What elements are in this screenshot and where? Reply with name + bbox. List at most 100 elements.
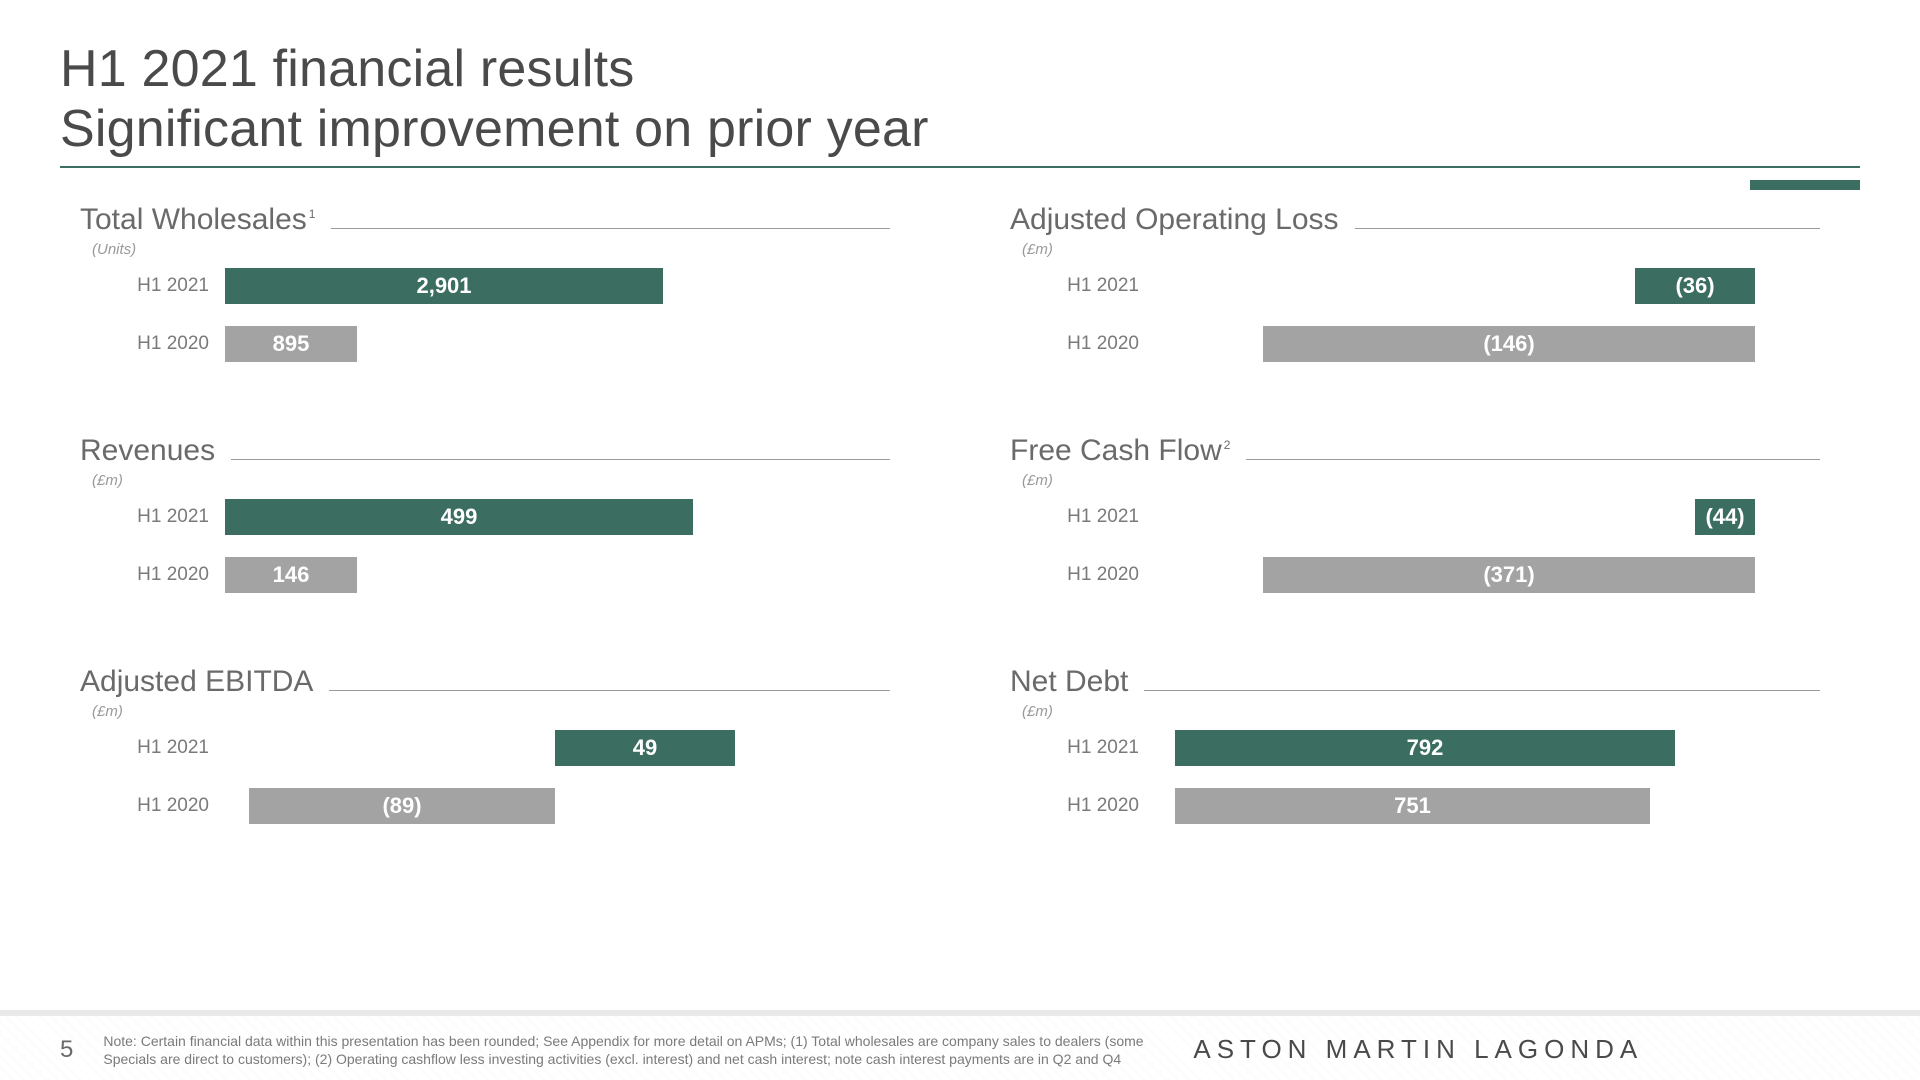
panel-unit: (£m) [1022, 241, 1820, 258]
bar-row: H1 2021 792 [1010, 730, 1820, 766]
bar-value: (146) [1483, 331, 1534, 357]
charts-grid: Total Wholesales1(Units)H1 20212,901H1 2… [60, 188, 1860, 846]
panel-header-rule [329, 690, 890, 691]
panel-header-rule [331, 228, 890, 229]
bar-fill: (44) [1695, 499, 1755, 535]
bar-period-label: H1 2020 [80, 564, 225, 586]
title-underline [60, 166, 1860, 168]
bar-track: 792 [1175, 730, 1675, 766]
panel-title: Adjusted EBITDA [80, 665, 313, 699]
panel-title: Free Cash Flow2 [1010, 434, 1230, 468]
panel-title: Revenues [80, 434, 215, 468]
bar-row: H1 2021 2,901 [80, 268, 890, 304]
panel-fcf: Free Cash Flow2 (£m) H1 2021(44) H1 2020 (37… [1010, 434, 1820, 615]
panel-header-rule [1246, 459, 1820, 460]
bar-fill: 2,901 [225, 268, 663, 304]
panel-header-rule [1144, 690, 1820, 691]
bar-track: (371) [1155, 557, 1755, 593]
bar-value: (36) [1675, 273, 1714, 299]
bar-period-label: H1 2021 [80, 737, 225, 759]
bar-period-label: H1 2020 [1010, 333, 1155, 355]
bar-row: H1 2020 (371) [1010, 557, 1820, 593]
slide-footer: 5 Note: Certain financial data within th… [0, 1010, 1920, 1080]
bar-period-label: H1 2020 [80, 795, 225, 817]
panel-superscript: 1 [309, 207, 316, 221]
bar-value: 146 [273, 562, 310, 588]
bar-value: 751 [1394, 793, 1431, 819]
bar-fill: 146 [225, 557, 357, 593]
panel-unit: (£m) [92, 472, 890, 489]
bar-period-label: H1 2021 [1010, 737, 1155, 759]
panel-title: Adjusted Operating Loss [1010, 203, 1339, 237]
bar-row: H1 2020 146 [80, 557, 890, 593]
bar-period-label: H1 2021 [1010, 275, 1155, 297]
title-block: H1 2021 financial results Significant im… [60, 40, 1860, 176]
bar-track: 751 [1175, 788, 1675, 824]
brand-wordmark: ASTON MARTIN LAGONDA [1193, 1034, 1643, 1065]
panel-unit: (£m) [1022, 472, 1820, 489]
panel-title: Total Wholesales1 [80, 203, 315, 237]
panel-header: Revenues [80, 434, 890, 468]
bar-track: 2,901 [225, 268, 825, 304]
bar-row: H1 2021(44) [1010, 499, 1820, 535]
bars-group: H1 2021(44) H1 2020 (371) [1010, 499, 1820, 593]
panel-header: Total Wholesales1 [80, 203, 890, 237]
bar-fill: (371) [1263, 557, 1755, 593]
bar-fill: 751 [1175, 788, 1650, 824]
panel-header: Net Debt [1010, 665, 1820, 699]
slide-title-line1: H1 2021 financial results [60, 40, 1860, 100]
bar-value: (371) [1483, 562, 1534, 588]
bar-value: 499 [441, 504, 478, 530]
bar-fill: 792 [1175, 730, 1675, 766]
bar-value: 792 [1407, 735, 1444, 761]
panel-wholesales: Total Wholesales1(Units)H1 20212,901H1 2… [80, 203, 890, 384]
panel-header-rule [231, 459, 890, 460]
bar-period-label: H1 2020 [1010, 795, 1155, 817]
page-number: 5 [60, 1036, 73, 1064]
bars-group: H1 2021 49 H1 2020 (89) [80, 730, 890, 824]
bar-track: (44) [1155, 499, 1755, 535]
bar-track: 146 [225, 557, 825, 593]
bar-track: (146) [1155, 326, 1755, 362]
bar-value: 49 [633, 735, 657, 761]
panel-header: Free Cash Flow2 [1010, 434, 1820, 468]
bar-row: H1 2020 (89) [80, 788, 890, 824]
bar-value: (89) [382, 793, 421, 819]
slide-title-line2: Significant improvement on prior year [60, 100, 1860, 160]
bar-period-label: H1 2021 [80, 275, 225, 297]
panel-header: Adjusted Operating Loss [1010, 203, 1820, 237]
panel-op-loss: Adjusted Operating Loss(£m)H1 2021(36)H1… [1010, 203, 1820, 384]
panel-superscript: 2 [1224, 438, 1231, 452]
bar-period-label: H1 2021 [80, 506, 225, 528]
panel-ebitda: Adjusted EBITDA (£m) H1 2021 49 H1 2020 (89) [80, 665, 890, 846]
bar-fill: 499 [225, 499, 693, 535]
bar-track: (89) [225, 788, 825, 824]
panel-header: Adjusted EBITDA [80, 665, 890, 699]
bar-value: (44) [1705, 504, 1744, 530]
bars-group: H1 2021 792 H1 2020 751 [1010, 730, 1820, 824]
bar-row: H1 2020 895 [80, 326, 890, 362]
panel-title: Net Debt [1010, 665, 1128, 699]
bar-fill: (146) [1263, 326, 1755, 362]
panel-net-debt: Net Debt (£m) H1 2021 792 H1 2020 751 [1010, 665, 1820, 846]
bar-track: 895 [225, 326, 825, 362]
bars-group: H1 2021 499 H1 2020 146 [80, 499, 890, 593]
bar-row: H1 2021 49 [80, 730, 890, 766]
bars-group: H1 2021 (36) H1 2020 (146) [1010, 268, 1820, 362]
bar-value: 895 [273, 331, 310, 357]
bar-fill: 49 [555, 730, 735, 766]
bar-row: H1 2021 499 [80, 499, 890, 535]
bar-period-label: H1 2020 [1010, 564, 1155, 586]
panel-unit: (£m) [92, 703, 890, 720]
bar-row: H1 2020 751 [1010, 788, 1820, 824]
bar-fill: (36) [1635, 268, 1755, 304]
bar-row: H1 2020 (146) [1010, 326, 1820, 362]
bar-track: 499 [225, 499, 825, 535]
accent-stub [1750, 180, 1860, 190]
bar-track: (36) [1155, 268, 1755, 304]
bar-period-label: H1 2020 [80, 333, 225, 355]
panel-unit: (£m) [1022, 703, 1820, 720]
panel-unit: (Units) [92, 241, 890, 258]
bar-value: 2,901 [416, 273, 471, 299]
panel-header-rule [1355, 228, 1820, 229]
